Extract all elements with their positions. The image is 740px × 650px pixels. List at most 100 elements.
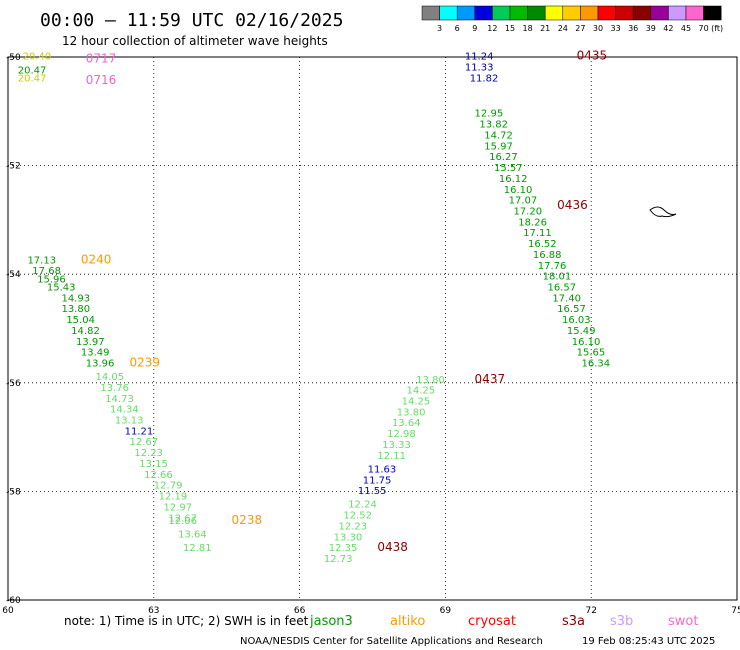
wave-height-label: 18.26 [518,217,547,228]
colorbar-swatch [456,5,476,21]
wave-height-label: 15.97 [484,141,513,152]
wave-height-label: 14.82 [71,326,100,337]
colorbar-swatch [668,5,687,21]
wave-height-label: 13.13 [115,416,144,427]
wave-height-label: 15.43 [47,282,76,293]
colorbar-label: 18 [523,24,533,33]
colorbar-swatch [421,5,440,21]
wave-height-label: 15.57 [494,163,523,174]
colorbar-label: 12 [487,24,497,33]
colorbar-swatch [474,5,493,21]
wave-height-label: 13.64 [178,530,207,541]
wave-height-label: 12.81 [183,543,212,554]
wave-height-label: 11.82 [470,73,499,84]
wave-height-label: 13.33 [382,440,411,451]
page-subtitle: 12 hour collection of altimeter wave hei… [62,34,328,48]
wave-height-label: 11.24 [465,52,494,63]
y-tick-label: -60 [6,596,21,606]
wave-height-label: 12.06 [168,516,197,527]
pass-time-label: 0717 [86,51,117,65]
legend-s3b: s3b [610,614,633,629]
wave-height-label: 13.80 [61,304,90,315]
legend-swot: swot [668,614,698,629]
y-tick-label: -58 [6,487,21,497]
colorbar-swatch [703,5,722,21]
x-tick-label: 69 [440,606,452,616]
wave-height-label: 12.23 [338,521,367,532]
colorbar-label: 27 [575,24,585,33]
wave-height-label: 16.03 [562,315,591,326]
colorbar: 3 6 9 12 15 18 21 24 27 30 33 36 39 42 45 70 (ft) [421,5,723,33]
wave-height-label: 13.96 [86,359,115,370]
x-tick-label: 66 [294,606,306,616]
wave-height-label: 12.67 [168,513,197,524]
wave-height-label: 13.80 [397,407,426,418]
wave-height-label: 11.75 [363,475,392,486]
wave-height-label: 12.35 [329,543,358,554]
wave-height-label: 13.97 [76,337,105,348]
x-tick-label: 63 [148,606,159,616]
colorbar-swatch [509,5,528,21]
pass-time-label: 0438 [377,540,408,554]
wave-height-label: 17.76 [538,261,567,272]
wave-height-label: 16.57 [547,282,576,293]
wave-height-label: 20.47 [18,65,47,76]
wave-height-label: 14.05 [95,372,124,383]
y-tick-label: -50 [6,53,21,63]
plot-frame [7,56,738,601]
wave-height-label: 16.27 [489,152,518,163]
colorbar-label: 42 [663,24,673,33]
legend-jason3: jason3 [309,614,353,629]
colorbar-label: 36 [628,24,638,33]
wave-height-label: 16.10 [572,337,601,348]
wave-height-label: 13.82 [479,120,508,131]
y-tick-label: -56 [6,379,21,389]
wave-height-label: 13.64 [392,418,421,429]
wave-height-label: 12.24 [348,500,377,511]
pass-time-label: 0436 [557,198,588,212]
wave-height-label: 12.98 [387,429,416,440]
colorbar-swatch [685,5,704,21]
wave-height-label: 16.57 [557,304,586,315]
colorbar-swatch [562,5,581,21]
wave-height-label: 12.11 [377,451,406,462]
wave-height-label: 12.67 [130,437,159,448]
wave-height-label: 12.19 [159,492,188,503]
colorbar-label: 21 [540,24,550,33]
island-outline [649,206,677,218]
wave-height-label: 12.52 [343,511,372,522]
wave-height-label: 16.12 [499,174,528,185]
colorbar-label: 70 [699,24,709,33]
colorbar-swatch [439,5,458,21]
wave-height-label: 13.15 [139,459,168,470]
wave-height-label: 13.30 [334,532,363,543]
wave-height-label: 12.79 [154,481,183,492]
pass-time-label: 0437 [475,372,506,386]
wave-height-label: 15.49 [567,326,596,337]
page-title: 00:00 – 11:59 UTC 02/16/2025 [40,10,343,31]
wave-height-label: 12.66 [144,470,173,481]
footer-note: note: 1) Time is in UTC; 2) SWH is in fe… [64,614,309,628]
colorbar-label: 33 [611,24,621,33]
colorbar-swatch [650,5,669,21]
wave-height-label: 13.49 [81,348,110,359]
legend-s3a: s3a [562,614,585,629]
pass-time-label: 0716 [86,73,117,87]
pass-time-label: 0238 [232,513,263,527]
colorbar-label: 3 [437,24,442,33]
wave-height-label: 20.40 [23,52,52,63]
wave-height-label: 20.47 [18,73,47,84]
credit-text: NOAA/NESDIS Center for Satellite Applica… [240,636,543,647]
wave-height-label: 12.95 [475,109,504,120]
colorbar-label: 30 [593,24,603,33]
wave-height-label: 17.20 [513,206,542,217]
colorbar-label: 6 [455,24,460,33]
colorbar-swatch [580,5,599,21]
wave-height-label: 12.97 [164,502,193,513]
wave-height-label: 18.01 [543,272,572,283]
wave-height-label: 15.65 [577,348,606,359]
legend-altiko: altiko [390,614,425,629]
wave-height-label: 12.23 [134,448,163,459]
wave-height-label: 16.88 [533,250,562,261]
colorbar-label: 39 [646,24,656,33]
